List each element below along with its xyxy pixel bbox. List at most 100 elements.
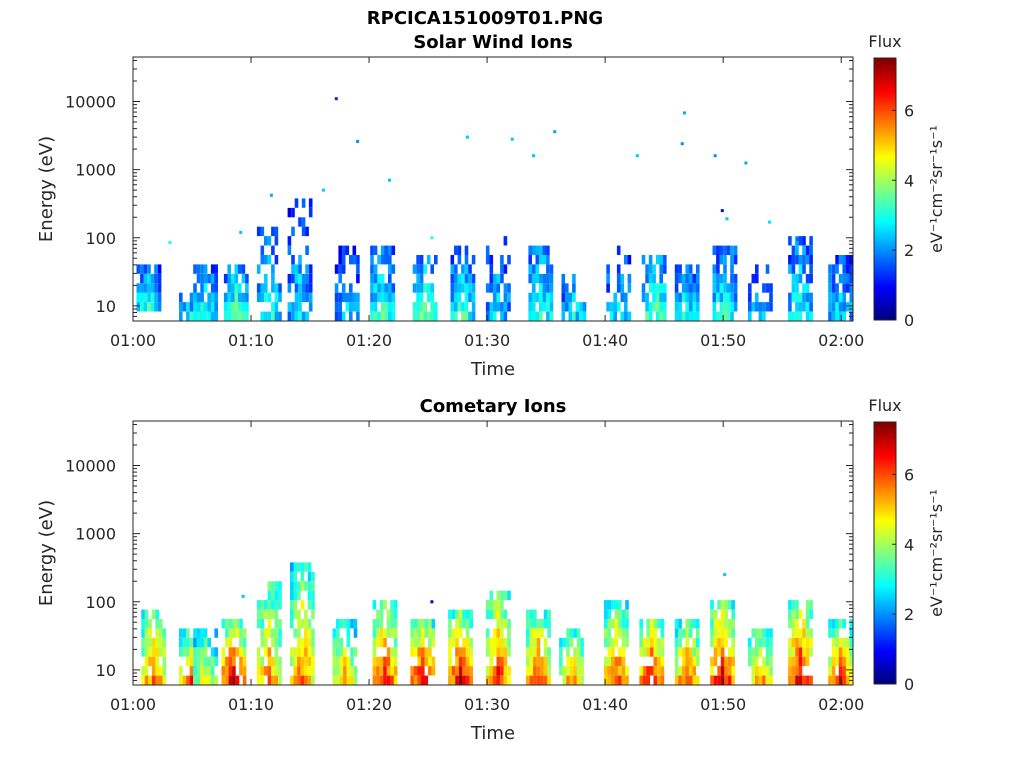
- heat-cell: [496, 283, 501, 293]
- colorbar-swatch: [874, 618, 896, 621]
- heat-cell: [730, 264, 734, 274]
- heat-cell: [338, 292, 342, 303]
- heat-cell: [186, 637, 190, 648]
- heat-cell: [349, 292, 353, 303]
- heat-cell: [539, 283, 543, 293]
- data-point: [796, 237, 800, 241]
- panel-title: Cometary Ions: [420, 396, 567, 417]
- heat-cell: [428, 647, 432, 657]
- heat-cell: [717, 637, 721, 648]
- heat-cell: [227, 273, 231, 284]
- heat-cell: [260, 226, 265, 237]
- heat-cell: [758, 647, 763, 657]
- heat-cell: [716, 273, 720, 284]
- heat-cell: [291, 302, 295, 312]
- heat-cell: [569, 666, 574, 676]
- heat-cell: [307, 590, 312, 601]
- heat-cell: [278, 628, 282, 638]
- heat-cell: [390, 600, 394, 610]
- heat-cell: [141, 647, 145, 657]
- heat-cell: [546, 245, 550, 255]
- heat-cell: [795, 619, 799, 629]
- heat-cell: [503, 666, 508, 676]
- heat-cell: [724, 609, 728, 619]
- heat-cell: [719, 255, 724, 265]
- heat-cell: [580, 637, 584, 648]
- heat-cell: [503, 656, 508, 667]
- colorbar-swatch: [874, 170, 896, 174]
- heat-cell: [304, 562, 308, 572]
- heat-cell: [225, 628, 229, 638]
- heat-cell: [186, 647, 190, 657]
- heat-cell: [179, 675, 183, 685]
- heat-cell: [304, 675, 308, 685]
- heat-cell: [652, 292, 656, 303]
- colorbar-swatch: [874, 661, 896, 664]
- heat-cell: [148, 637, 152, 648]
- heat-cell: [214, 628, 218, 638]
- heat-cell: [731, 609, 735, 619]
- heat-cell: [390, 675, 394, 685]
- colorbar-swatch: [874, 64, 896, 67]
- heat-cell: [334, 311, 339, 321]
- heat-cell: [293, 590, 298, 601]
- heat-cell: [421, 628, 425, 638]
- heat-cell: [798, 656, 803, 667]
- heat-cell: [493, 273, 497, 284]
- heat-cell: [196, 292, 201, 303]
- heat-cell: [307, 666, 312, 676]
- heat-cell: [542, 292, 547, 303]
- heat-cell: [788, 609, 792, 619]
- heat-cell: [304, 647, 308, 657]
- colorbar-swatch: [874, 530, 896, 533]
- heat-cell: [271, 264, 275, 274]
- heat-cell: [835, 264, 839, 274]
- heat-cell: [234, 292, 239, 303]
- heat-cell: [692, 666, 697, 676]
- heat-cell: [655, 283, 660, 293]
- heat-cell: [489, 273, 494, 284]
- heat-cell: [726, 292, 731, 303]
- heat-cell: [678, 302, 682, 312]
- heat-cell: [426, 283, 431, 293]
- heat-cell: [238, 302, 242, 312]
- heat-cell: [377, 273, 381, 284]
- heat-cell: [614, 675, 619, 685]
- colorbar-swatch: [874, 62, 896, 65]
- colorbar-swatch: [874, 632, 896, 636]
- heat-cell: [391, 283, 396, 293]
- heat-cell: [543, 637, 548, 648]
- heat-cell: [434, 311, 438, 321]
- heat-cell: [685, 264, 689, 274]
- heat-cell: [274, 637, 279, 648]
- heat-cell: [569, 675, 574, 685]
- heat-cell: [663, 292, 667, 303]
- heat-cell: [828, 656, 832, 667]
- heat-cell: [193, 302, 197, 312]
- heat-cell: [311, 647, 315, 657]
- heat-cell: [147, 283, 151, 293]
- heat-cell: [372, 666, 377, 676]
- heat-cell: [260, 609, 265, 619]
- heat-cell: [765, 264, 770, 274]
- plot-frame: [132, 420, 854, 686]
- heat-cell: [720, 619, 725, 629]
- heat-cell: [604, 675, 608, 685]
- heat-cell: [831, 656, 836, 667]
- heat-cell: [627, 255, 632, 265]
- heat-cell: [802, 264, 806, 274]
- colorbar-swatch: [874, 464, 896, 468]
- heat-cell: [264, 600, 268, 610]
- heat-cell: [242, 647, 247, 657]
- heat-cell: [430, 264, 434, 274]
- colorbar-swatch: [874, 274, 896, 278]
- heat-cell: [751, 666, 756, 676]
- heat-cell: [298, 283, 302, 293]
- heat-cell: [291, 311, 295, 321]
- heat-cell: [532, 273, 536, 284]
- heat-cell: [696, 647, 700, 657]
- heat-cell: [203, 637, 208, 648]
- colorbar-swatch: [874, 270, 896, 274]
- heat-cell: [278, 283, 282, 293]
